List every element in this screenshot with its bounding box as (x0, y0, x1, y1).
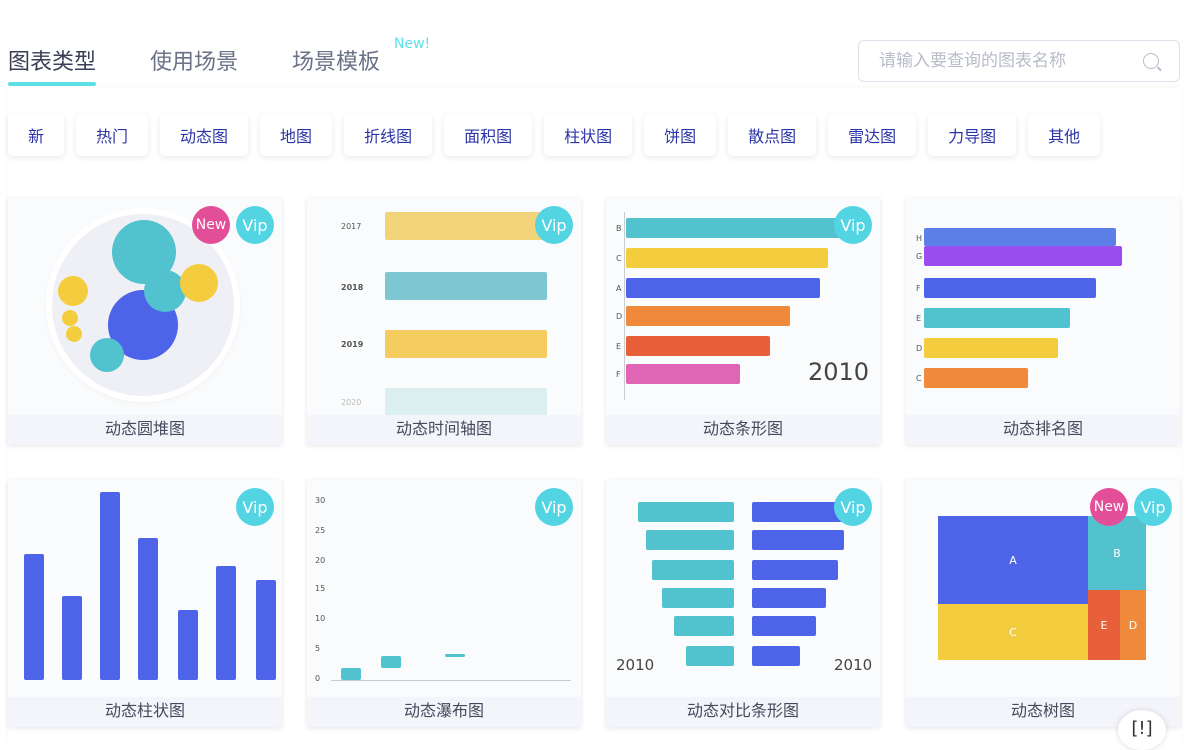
card-title: 动态时间轴图 (307, 415, 581, 445)
bar-label: D (616, 312, 623, 321)
bar-label: G (916, 252, 923, 261)
card-thumbnail: B C A D E F 2010 (606, 198, 880, 415)
filter-hot[interactable]: 热门 (76, 114, 149, 156)
tab-chart-types[interactable]: 图表类型 (8, 44, 97, 86)
chart-tabs: 图表类型 使用场景 场景模板 (8, 44, 381, 86)
tab-scene-templates[interactable]: 场景模板 (292, 50, 381, 75)
filter-other[interactable]: 其他 (1028, 114, 1101, 156)
feedback-icon[interactable]: [!] (1118, 710, 1166, 750)
vip-badge: Vip (535, 206, 573, 244)
chart-card[interactable]: 30 25 20 15 10 5 0 Vip 动态瀑布图 (307, 480, 581, 727)
filter-pie[interactable]: 饼图 (644, 114, 717, 156)
filter-scatter[interactable]: 散点图 (728, 114, 817, 156)
treemap-cell: C (938, 604, 1088, 660)
card-thumbnail: A B C E D (906, 480, 1180, 697)
treemap-cell: D (1120, 590, 1146, 660)
chart-card[interactable]: 2010 2010 Vip 动态对比条形图 (606, 480, 880, 727)
bar-label: C (916, 374, 922, 383)
card-title: 动态对比条形图 (606, 697, 880, 727)
y-tick: 25 (315, 526, 326, 535)
new-badge: New (1090, 488, 1128, 526)
chart-card[interactable]: A B C E D New Vip 动态树图 (906, 480, 1180, 727)
y-tick: 10 (315, 614, 326, 623)
bar-label: A (616, 284, 622, 293)
filter-dynamic[interactable]: 动态图 (160, 114, 249, 156)
bar-label: D (916, 344, 923, 353)
chart-card[interactable]: 2017 2018 2019 2020 Vip 动态时间轴图 (307, 198, 581, 445)
bar-label: B (616, 224, 622, 233)
y-tick: 0 (315, 674, 321, 683)
card-thumbnail (8, 480, 282, 697)
new-tag: New! (394, 36, 431, 52)
y-tick: 20 (315, 556, 326, 565)
search-input[interactable] (879, 51, 1129, 71)
chart-card[interactable]: H G F E D C 动态排名图 (906, 198, 1180, 445)
search-icon[interactable] (1143, 53, 1159, 69)
vip-badge: Vip (236, 488, 274, 526)
card-thumbnail: H G F E D C (906, 198, 1180, 415)
vip-badge: Vip (236, 206, 274, 244)
vip-badge: Vip (535, 488, 573, 526)
chart-card[interactable]: Vip 动态柱状图 (8, 480, 282, 727)
filter-new[interactable]: 新 (8, 114, 65, 156)
vip-badge: Vip (834, 488, 872, 526)
filter-area[interactable]: 面积图 (444, 114, 533, 156)
y-tick: 15 (315, 584, 326, 593)
filter-map[interactable]: 地图 (260, 114, 333, 156)
year-left: 2010 (616, 656, 655, 674)
card-title: 动态柱状图 (8, 697, 282, 727)
y-tick: 30 (315, 496, 326, 505)
year-label: 2019 (341, 340, 364, 349)
bar-label: E (616, 342, 622, 351)
bar-label: C (616, 254, 622, 263)
year-label: 2010 (808, 358, 870, 386)
card-thumbnail: 2017 2018 2019 2020 (307, 198, 581, 415)
card-thumbnail: 30 25 20 15 10 5 0 (307, 480, 581, 697)
card-thumbnail: 2010 2010 (606, 480, 880, 697)
treemap-cell: A (938, 516, 1088, 604)
chart-card[interactable]: B C A D E F 2010 Vip 动态条形图 (606, 198, 880, 445)
filter-bar-chart[interactable]: 柱状图 (544, 114, 633, 156)
bar-label: E (916, 314, 922, 323)
y-tick: 5 (315, 644, 321, 653)
chart-card[interactable]: New Vip 动态圆堆图 (8, 198, 282, 445)
search-box[interactable] (858, 40, 1180, 82)
treemap-cell: E (1088, 590, 1120, 660)
year-label: 2017 (341, 222, 362, 231)
card-title: 动态圆堆图 (8, 415, 282, 445)
year-label: 2018 (341, 283, 364, 292)
filter-force[interactable]: 力导图 (928, 114, 1017, 156)
vip-badge: Vip (834, 206, 872, 244)
card-title: 动态瀑布图 (307, 697, 581, 727)
bar-label: F (616, 370, 621, 379)
filter-line[interactable]: 折线图 (344, 114, 433, 156)
year-right: 2010 (834, 656, 873, 674)
vip-badge: Vip (1134, 488, 1172, 526)
filter-bar: 新 热门 动态图 地图 折线图 面积图 柱状图 饼图 散点图 雷达图 力导图 其… (8, 114, 1101, 156)
filter-radar[interactable]: 雷达图 (828, 114, 917, 156)
bar-label: F (916, 284, 921, 293)
treemap-cell: B (1088, 516, 1146, 590)
card-title: 动态条形图 (606, 415, 880, 445)
card-title: 动态排名图 (906, 415, 1180, 445)
new-badge: New (192, 206, 230, 244)
bar-label: H (916, 234, 923, 243)
tab-use-cases[interactable]: 使用场景 (150, 50, 239, 75)
card-thumbnail (8, 198, 282, 415)
year-label: 2020 (341, 398, 362, 407)
